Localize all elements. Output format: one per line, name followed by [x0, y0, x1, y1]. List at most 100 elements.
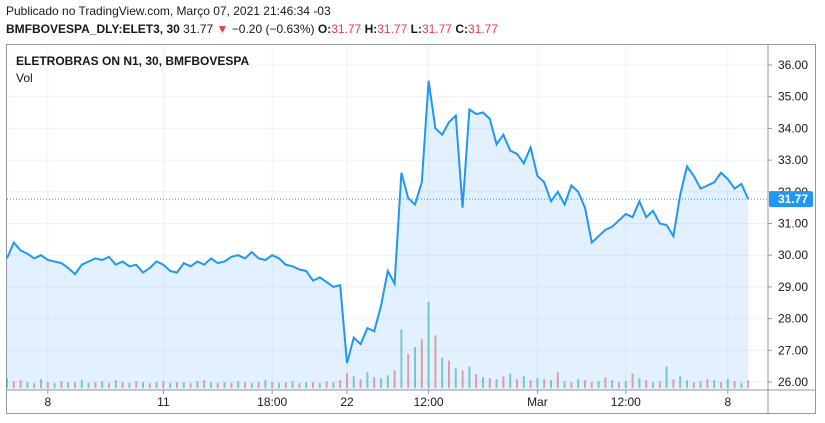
- volume-bar: [536, 378, 539, 388]
- volume-bar: [373, 377, 376, 388]
- low-value: 31.77: [421, 22, 452, 36]
- price-line: [6, 80, 750, 364]
- volume-bar: [264, 380, 267, 388]
- volume-bar: [298, 383, 301, 388]
- price-area: [7, 80, 749, 391]
- volume-bar: [114, 380, 117, 388]
- volume-bar: [726, 379, 729, 388]
- volume-bar: [672, 379, 675, 388]
- y-tick-label: 33.00: [778, 153, 808, 167]
- volume-bar: [33, 383, 36, 388]
- volume-bar: [699, 381, 702, 388]
- volume-bar: [652, 382, 654, 388]
- volume-bar: [318, 383, 321, 388]
- y-tick-label: 30.00: [778, 248, 808, 262]
- volume-bar: [570, 382, 573, 388]
- volume-bar: [563, 381, 566, 388]
- volume-bar: [475, 374, 478, 388]
- volume-bar: [210, 382, 212, 388]
- volume-bar: [441, 357, 444, 388]
- volume-bar: [692, 382, 695, 388]
- volume-bar: [203, 380, 206, 388]
- volume-bar: [393, 370, 396, 388]
- volume-bar: [135, 381, 138, 388]
- volume-bar: [679, 376, 682, 388]
- volume-bar: [189, 383, 192, 388]
- symbol-name: BMFBOVESPA_DLY:ELET3, 30: [6, 22, 180, 36]
- volume-bar: [19, 380, 22, 388]
- y-tick-label: 35.00: [778, 90, 808, 104]
- volume-bar: [658, 381, 661, 388]
- volume-bar: [488, 378, 491, 388]
- volume-bar: [529, 380, 532, 388]
- y-tick-label: 26.00: [778, 375, 808, 389]
- volume-bar: [142, 382, 144, 388]
- close-value: 31.77: [468, 22, 499, 36]
- volume-bar: [706, 379, 709, 388]
- x-tick-label: 12:00: [414, 395, 444, 409]
- x-tick-label: Mar: [527, 395, 548, 409]
- y-tick-label: 31.00: [778, 217, 808, 231]
- volume-bar: [80, 380, 83, 388]
- volume-bar: [312, 382, 314, 388]
- price-tag-box: [769, 191, 813, 208]
- volume-bar: [271, 382, 274, 388]
- open-label: O:: [317, 22, 332, 36]
- published-line: Publicado no TradingView.com, Março 07, …: [6, 4, 331, 18]
- last-price-tag: 31.77: [769, 191, 813, 208]
- volume-bar: [121, 382, 124, 388]
- volume-bar: [631, 373, 634, 388]
- volume-bar: [53, 383, 56, 388]
- volume-bar: [720, 382, 722, 388]
- last-price: 31.77: [183, 22, 214, 36]
- y-axis: 36.0035.0034.0033.0032.0031.0030.0029.00…: [768, 58, 808, 389]
- volume-bar: [305, 382, 308, 388]
- volume-bar: [427, 302, 430, 388]
- high-label: H:: [364, 22, 378, 36]
- volume-bar: [87, 383, 90, 388]
- volume-bar: [468, 366, 471, 388]
- y-tick-label: 28.00: [778, 312, 808, 326]
- volume-bar: [101, 381, 104, 388]
- volume-bar: [108, 383, 110, 388]
- volume-bar: [128, 383, 131, 388]
- volume-bar: [543, 379, 546, 388]
- x-tick-label: 8: [724, 395, 731, 409]
- volume-bar: [26, 382, 29, 388]
- volume-bar: [380, 378, 382, 388]
- volume-bar: [733, 381, 736, 388]
- symbol-line: BMFBOVESPA_DLY:ELET3, 30 31.77 ▼ −0.20 (…: [6, 22, 498, 36]
- x-axis: 8 11 18:00 22 12:00 Mar 12:00 8: [44, 390, 731, 409]
- volume-bar: [230, 383, 233, 388]
- volume-bar: [169, 383, 172, 388]
- chart-frame[interactable]: [6, 44, 816, 414]
- volume-bar: [94, 382, 97, 388]
- volume-bar: [509, 373, 512, 388]
- volume-bar: [244, 382, 246, 388]
- volume-bar: [590, 382, 593, 388]
- high-value: 31.77: [377, 22, 408, 36]
- volume-bar: [332, 382, 335, 388]
- volume-bar: [740, 383, 743, 388]
- volume-bar: [414, 346, 416, 388]
- open-value: 31.77: [331, 22, 362, 36]
- x-tick-label: 22: [340, 395, 354, 409]
- volume-bar: [584, 380, 586, 388]
- y-tick-label: 29.00: [778, 280, 808, 294]
- volume-bar: [250, 383, 253, 388]
- volume-bar: [550, 380, 552, 388]
- legend-vol: Vol: [16, 71, 33, 85]
- volume-bar: [645, 380, 648, 388]
- volume-bar: [162, 381, 165, 388]
- legend-title: ELETROBRAS ON N1, 30, BMFBOVESPA: [16, 54, 250, 68]
- down-arrow-icon: ▼: [216, 22, 229, 36]
- volume-bar: [339, 380, 342, 388]
- volume-bar: [74, 382, 76, 388]
- y-tick-label: 27.00: [778, 343, 808, 357]
- volume-bar: [40, 379, 42, 388]
- volume-bar: [182, 382, 185, 388]
- volume-bar: [665, 366, 668, 388]
- volume-bar: [196, 381, 199, 388]
- volume-bar: [420, 339, 423, 388]
